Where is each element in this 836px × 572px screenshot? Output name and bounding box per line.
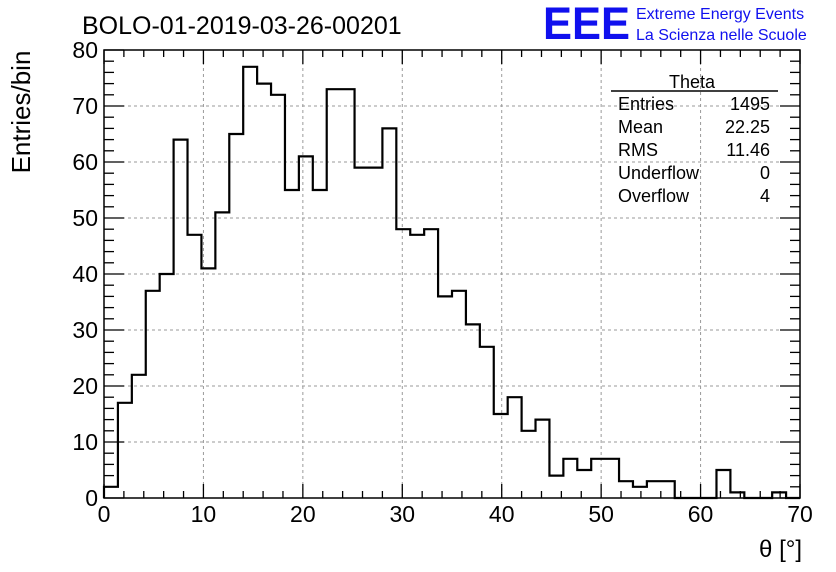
- x-tick-label: 40: [489, 501, 515, 527]
- stats-box: Theta Entries 1495 Mean 22.25 RMS 11.46 Underf…: [611, 72, 778, 206]
- x-tick-label: 10: [191, 501, 217, 527]
- axis-ticks: [103, 49, 801, 499]
- y-tick-label: 0: [85, 485, 98, 511]
- histogram-series: [102, 65, 800, 500]
- y-tick-label: 50: [72, 205, 98, 231]
- y-tick-label: 40: [72, 261, 98, 287]
- y-tick-label: 70: [72, 93, 98, 119]
- x-tick-label: 70: [787, 501, 813, 527]
- x-tick-label: 30: [389, 501, 415, 527]
- y-tick-label: 80: [72, 37, 98, 63]
- y-tick-label: 30: [72, 317, 98, 343]
- stats-row-label: Underflow: [618, 163, 700, 183]
- y-tick-label: 20: [72, 373, 98, 399]
- eee-logo-line1: Extreme Energy Events: [636, 6, 804, 23]
- y-tick-label: 60: [72, 149, 98, 175]
- run-title: BOLO-01-2019-03-26-00201: [82, 12, 402, 40]
- stats-row-label: Mean: [618, 117, 663, 137]
- stats-row-value: 11.46: [726, 140, 770, 160]
- stats-row-label: Entries: [618, 94, 674, 114]
- x-tick-label: 0: [98, 501, 111, 527]
- stats-row-label: RMS: [618, 140, 658, 160]
- x-tick-label: 60: [688, 501, 714, 527]
- x-tick-label: 20: [290, 501, 316, 527]
- eee-logo-line2: La Scienza nelle Scuole: [636, 27, 807, 44]
- y-axis-title: Entries/bin: [6, 51, 36, 174]
- eee-logo: EEE Extreme Energy Events La Scienza nel…: [543, 0, 807, 49]
- y-tick-label: 10: [72, 429, 98, 455]
- stats-rows: Entries 1495 Mean 22.25 RMS 11.46 Underflow 0 Ov…: [618, 94, 770, 206]
- x-tick-label: 50: [588, 501, 614, 527]
- stats-row-value: 0: [760, 163, 770, 183]
- stats-title: Theta: [669, 72, 716, 92]
- stats-row-label: Overflow: [618, 186, 690, 206]
- stats-row-value: 22.25: [725, 117, 770, 137]
- eee-logo-mark: EEE: [543, 0, 630, 49]
- x-axis-title: θ [°]: [759, 536, 802, 563]
- grid-lines: [104, 50, 800, 498]
- stats-row-value: 4: [760, 186, 770, 206]
- stats-row-value: 1495: [730, 94, 770, 114]
